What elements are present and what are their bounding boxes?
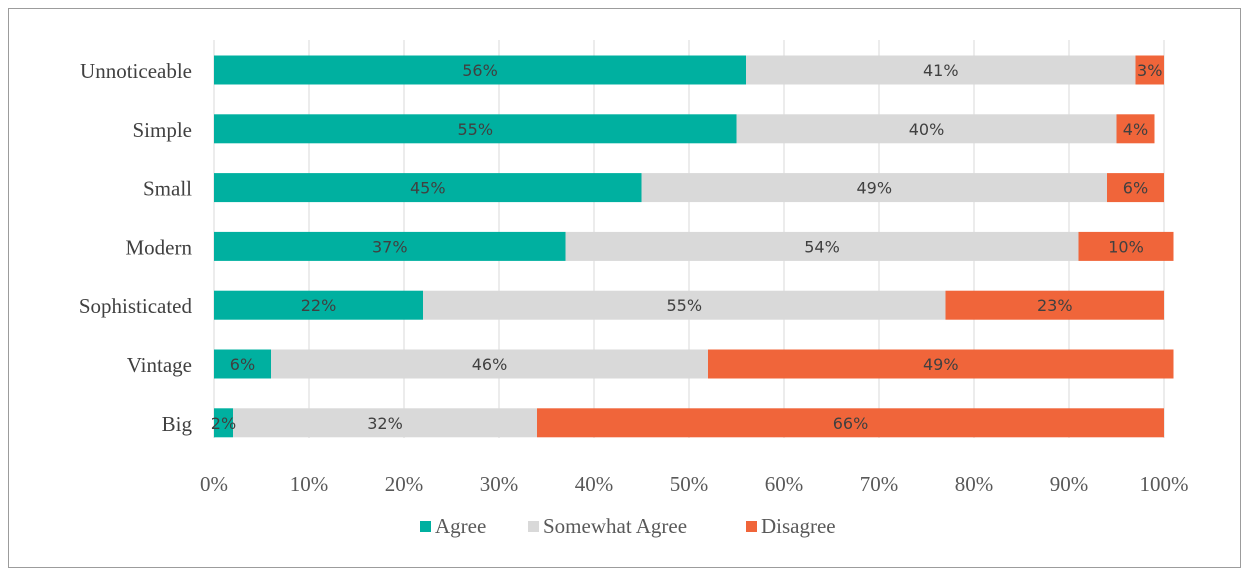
x-tick-label-70: 70% — [860, 472, 899, 496]
data-label-big-disagree: 66% — [833, 414, 869, 433]
bar-big-somewhat-agree — [233, 408, 537, 438]
x-tick-label-60: 60% — [765, 472, 804, 496]
legend-label-somewhat-agree: Somewhat Agree — [543, 514, 687, 538]
data-label-modern-disagree: 10% — [1108, 237, 1144, 256]
data-label-modern-somewhat-agree: 54% — [804, 237, 840, 256]
legend-swatch-somewhat-agree — [528, 521, 539, 532]
bar-labels: 56% 41% 3% 55% 40% 4% 45% 49% 6% 37% 54% 10% 22% 55% 2… — [211, 61, 1163, 433]
data-label-unnoticeable-somewhat-agree: 41% — [923, 61, 959, 80]
bar-small-somewhat-agree — [641, 173, 1107, 203]
bar-vintage-somewhat-agree — [271, 349, 708, 379]
bar-simple-disagree — [1116, 114, 1155, 144]
bar-big-agree — [214, 408, 233, 438]
data-label-small-agree: 45% — [410, 179, 446, 198]
bar-small-disagree — [1107, 173, 1164, 203]
category-label-unnoticeable: Unnoticeable — [80, 59, 192, 83]
data-label-simple-agree: 55% — [457, 120, 493, 139]
x-tick-label-80: 80% — [955, 472, 994, 496]
bar-unnoticeable-agree — [214, 55, 746, 85]
legend: Agree Somewhat Agree Disagree — [420, 514, 836, 538]
data-label-sophisticated-somewhat-agree: 55% — [666, 296, 702, 315]
bar-modern-disagree — [1078, 231, 1174, 261]
bar-modern-somewhat-agree — [565, 231, 1079, 261]
data-label-big-agree: 2% — [211, 414, 236, 433]
data-label-modern-agree: 37% — [372, 237, 408, 256]
legend-label-agree: Agree — [435, 514, 486, 538]
data-label-unnoticeable-disagree: 3% — [1137, 61, 1162, 80]
category-label-modern: Modern — [126, 235, 193, 259]
data-label-vintage-disagree: 49% — [923, 355, 959, 374]
data-label-sophisticated-agree: 22% — [301, 296, 337, 315]
x-axis-tick-labels: 0% 10% 20% 30% 40% 50% 60% 70% 80% 90% 100% — [200, 472, 1189, 496]
x-tick-label-10: 10% — [290, 472, 329, 496]
bar-unnoticeable-disagree — [1135, 55, 1164, 85]
data-label-small-disagree: 6% — [1123, 179, 1148, 198]
category-label-small: Small — [143, 177, 192, 201]
bar-unnoticeable-somewhat-agree — [746, 55, 1136, 85]
bar-vintage-disagree — [708, 349, 1174, 379]
bar-big-disagree — [537, 408, 1164, 438]
bar-vintage-agree — [214, 349, 271, 379]
category-label-vintage: Vintage — [127, 353, 192, 377]
bar-sophisticated-somewhat-agree — [423, 290, 946, 320]
category-label-simple: Simple — [132, 118, 192, 142]
x-tick-label-40: 40% — [575, 472, 614, 496]
data-label-big-somewhat-agree: 32% — [367, 414, 403, 433]
x-tick-label-20: 20% — [385, 472, 424, 496]
bar-sophisticated-agree — [214, 290, 423, 320]
data-label-small-somewhat-agree: 49% — [856, 179, 892, 198]
x-tick-label-90: 90% — [1050, 472, 1089, 496]
bar-simple-somewhat-agree — [736, 114, 1117, 144]
bar-sophisticated-disagree — [945, 290, 1164, 320]
x-tick-label-30: 30% — [480, 472, 519, 496]
legend-label-disagree: Disagree — [761, 514, 836, 538]
data-label-simple-somewhat-agree: 40% — [909, 120, 945, 139]
category-labels: Unnoticeable Simple Small Modern Sophisticat… — [79, 59, 193, 436]
bar-simple-agree — [214, 114, 737, 144]
category-label-big: Big — [162, 412, 193, 436]
data-label-simple-disagree: 4% — [1123, 120, 1148, 139]
x-tick-label-50: 50% — [670, 472, 709, 496]
bar-modern-agree — [214, 231, 566, 261]
data-label-sophisticated-disagree: 23% — [1037, 296, 1073, 315]
legend-swatch-agree — [420, 521, 431, 532]
data-label-vintage-somewhat-agree: 46% — [472, 355, 508, 374]
x-tick-label-100: 100% — [1140, 472, 1189, 496]
data-label-vintage-agree: 6% — [230, 355, 255, 374]
x-tick-label-0: 0% — [200, 472, 228, 496]
category-label-sophisticated: Sophisticated — [79, 294, 193, 318]
legend-swatch-disagree — [746, 521, 757, 532]
data-label-unnoticeable-agree: 56% — [462, 61, 498, 80]
bar-small-agree — [214, 173, 642, 203]
bars — [214, 55, 1174, 438]
